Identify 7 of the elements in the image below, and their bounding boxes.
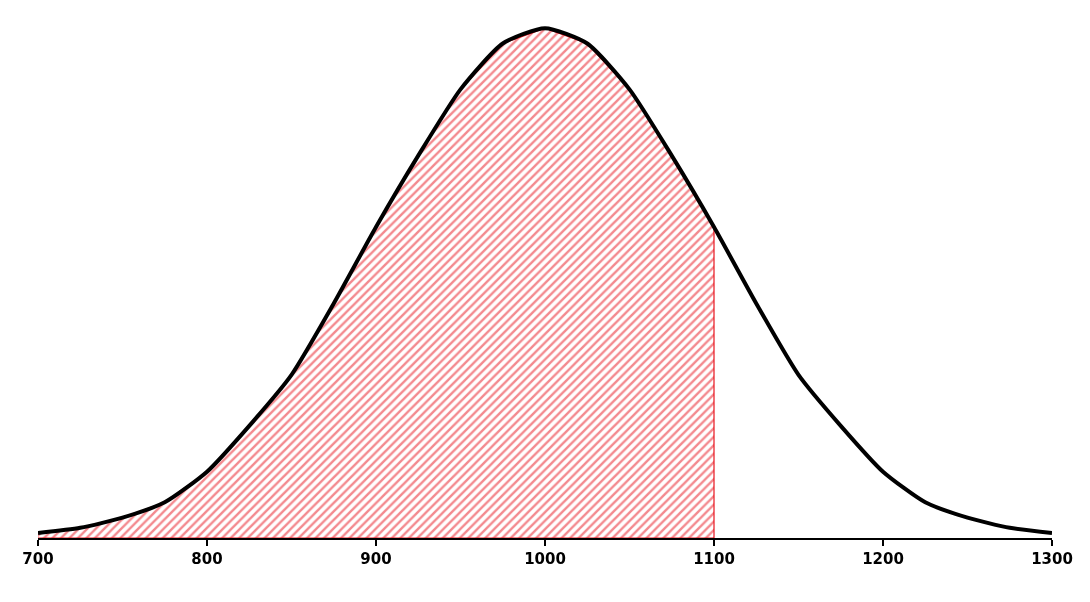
x-tick-label: 1200 xyxy=(862,550,904,568)
x-tick-label: 1300 xyxy=(1031,550,1073,568)
x-tick-label: 800 xyxy=(191,550,223,568)
x-tick-label: 1000 xyxy=(524,550,566,568)
x-tick-label: 1100 xyxy=(693,550,735,568)
x-tick-label: 700 xyxy=(22,550,54,568)
x-tick-label: 900 xyxy=(360,550,392,568)
